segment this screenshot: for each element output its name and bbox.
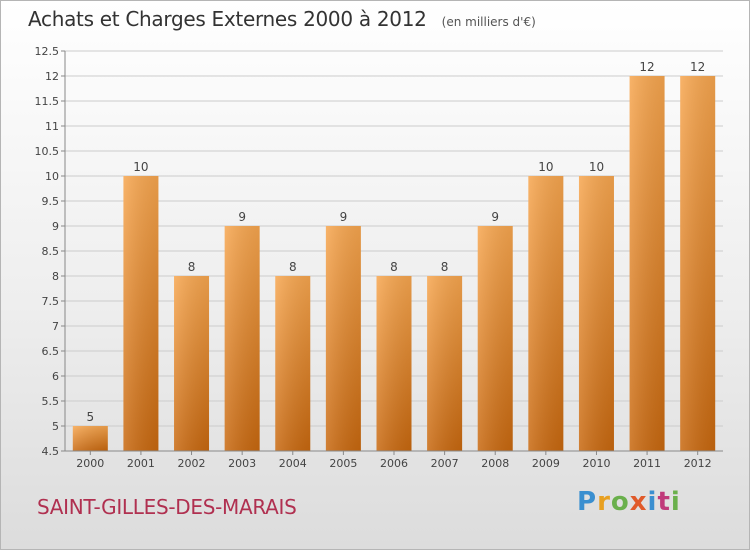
commune-name: SAINT-GILLES-DES-MARAIS	[37, 495, 297, 519]
x-tick-label: 2006	[380, 457, 408, 470]
data-label: 9	[491, 210, 499, 224]
x-tick-label: 2001	[127, 457, 155, 470]
chart-title: Achats et Charges Externes 2000 à 2012	[28, 7, 427, 31]
bar-shine	[427, 276, 463, 451]
bar-shine	[174, 276, 210, 451]
bar-shine	[578, 176, 614, 451]
y-tick-label: 7.5	[42, 295, 60, 308]
y-tick-label: 10	[45, 170, 59, 183]
y-tick-label: 8.5	[42, 245, 60, 258]
x-tick-label: 2007	[431, 457, 459, 470]
y-tick-label: 9.5	[42, 195, 60, 208]
bar-shine	[325, 226, 361, 451]
data-label: 10	[133, 160, 148, 174]
x-axis: 2000 2001 2002 2003 2004 2005 2006 2007 2008 2009…	[65, 450, 723, 470]
data-label: 8	[390, 260, 398, 274]
bars	[72, 76, 716, 451]
y-tick-label: 4.5	[42, 445, 60, 458]
bar-shine	[376, 276, 412, 451]
bar-shine	[72, 426, 108, 451]
data-label: 5	[86, 410, 94, 424]
logo-letter: i	[670, 487, 681, 517]
data-label: 9	[340, 210, 348, 224]
y-tick-label: 6.5	[42, 345, 60, 358]
chart-subtitle: (en milliers d'€)	[441, 15, 536, 29]
data-label: 12	[639, 60, 654, 74]
data-label: 10	[538, 160, 553, 174]
x-tick-label: 2009	[532, 457, 560, 470]
y-tick-label: 12.5	[35, 45, 60, 58]
y-tick-label: 7	[52, 320, 59, 333]
data-label: 12	[690, 60, 705, 74]
y-tick-label: 5.5	[42, 395, 60, 408]
y-tick-label: 12	[45, 70, 59, 83]
logo-letter: r	[597, 487, 611, 517]
bar-shine	[680, 76, 716, 451]
y-tick-label: 11.5	[35, 95, 60, 108]
bar-shine	[528, 176, 564, 451]
bar-shine	[629, 76, 665, 451]
proxiti-logo[interactable]: Proxiti	[577, 487, 681, 517]
data-label: 9	[238, 210, 246, 224]
data-label: 10	[589, 160, 604, 174]
logo-letter: P	[577, 487, 598, 517]
bar-shine	[123, 176, 159, 451]
x-tick-label: 2000	[76, 457, 104, 470]
data-labels: 5 10 8 9 8 9 8 8 9 10 10 12 12	[86, 60, 705, 424]
logo-letter: i	[647, 487, 658, 517]
x-tick-label: 2002	[178, 457, 206, 470]
chart-title-row: Achats et Charges Externes 2000 à 2012 (…	[28, 7, 536, 31]
x-tick-label: 2003	[228, 457, 256, 470]
bar-shine	[477, 226, 513, 451]
logo-letter: o	[610, 487, 630, 517]
data-label: 8	[441, 260, 449, 274]
data-label: 8	[289, 260, 297, 274]
bar-shine	[224, 226, 260, 451]
x-tick-label: 2008	[481, 457, 509, 470]
x-tick-label: 2012	[684, 457, 712, 470]
y-tick-label: 9	[52, 220, 59, 233]
bar-shine	[275, 276, 311, 451]
x-tick-label: 2005	[329, 457, 357, 470]
x-tick-label: 2010	[582, 457, 610, 470]
y-tick-label: 5	[52, 420, 59, 433]
y-tick-label: 10.5	[35, 145, 60, 158]
data-label: 8	[188, 260, 196, 274]
y-tick-label: 11	[45, 120, 59, 133]
logo-letter: x	[629, 487, 648, 517]
y-tick-label: 8	[52, 270, 59, 283]
x-tick-label: 2004	[279, 457, 307, 470]
x-tick-label: 2011	[633, 457, 661, 470]
y-axis: 4.5 5 5.5 6 6.5 7 7.5 8 8.5 9 9.5 10 10.5 11 11.5 12 12.…	[35, 45, 66, 458]
y-tick-label: 6	[52, 370, 59, 383]
logo-letter: t	[657, 487, 671, 517]
